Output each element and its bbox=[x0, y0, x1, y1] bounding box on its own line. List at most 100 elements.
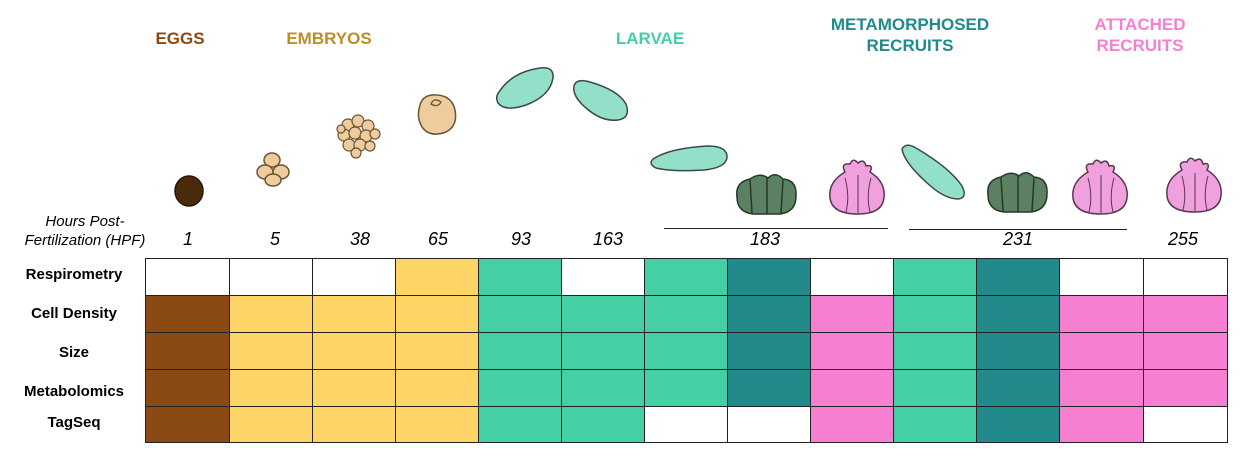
grid-cell bbox=[727, 406, 811, 443]
grid-cell bbox=[644, 258, 728, 296]
grid-cell bbox=[312, 295, 396, 333]
grid-cell bbox=[229, 295, 313, 333]
metamorphosed-recruit-icon bbox=[736, 174, 797, 215]
row-label-respirometry: Respirometry bbox=[25, 266, 123, 283]
hour-label: 255 bbox=[1167, 229, 1199, 249]
stage-label-attached-recruits: ATTACHED RECRUITS bbox=[1094, 15, 1186, 55]
grid-cell bbox=[727, 332, 811, 370]
grid-cell bbox=[810, 332, 894, 370]
hour-label: 183 bbox=[749, 229, 781, 249]
grid-cell bbox=[976, 332, 1060, 370]
hpf-axis-title: Hours Post- Fertilization (HPF) bbox=[24, 213, 146, 249]
grid-cell bbox=[312, 369, 396, 407]
grid-cell bbox=[312, 332, 396, 370]
grid-cell bbox=[312, 258, 396, 296]
grid-cell bbox=[976, 258, 1060, 296]
grid-cell bbox=[561, 258, 645, 296]
stage-label-eggs: EGGS bbox=[155, 29, 205, 48]
grid-cell bbox=[561, 295, 645, 333]
larva-icon bbox=[573, 79, 629, 121]
grid-cell bbox=[1059, 332, 1144, 370]
grid-cell bbox=[1059, 258, 1144, 296]
grid-cell bbox=[229, 369, 313, 407]
grid-cell bbox=[893, 369, 977, 407]
grid-cell bbox=[810, 295, 894, 333]
hour-label: 5 bbox=[269, 229, 280, 249]
grid-cell bbox=[1143, 295, 1228, 333]
grid-cell bbox=[561, 332, 645, 370]
row-label-size: Size bbox=[58, 344, 89, 361]
row-label-cell-density: Cell Density bbox=[31, 305, 117, 322]
embryo-gastrula-icon bbox=[417, 94, 457, 135]
grid-cell bbox=[644, 332, 728, 370]
grid-cell bbox=[976, 295, 1060, 333]
grid-cell bbox=[644, 295, 728, 333]
grid-cell bbox=[1059, 369, 1144, 407]
hour-label: 163 bbox=[592, 229, 624, 249]
grid-cell bbox=[893, 295, 977, 333]
grid-cell bbox=[312, 406, 396, 443]
stage-label-embryos: EMBRYOS bbox=[286, 29, 372, 48]
embryo-morula-icon bbox=[336, 114, 381, 159]
illustrations bbox=[174, 66, 1222, 215]
grid-cell bbox=[727, 369, 811, 407]
grid-cell bbox=[1143, 406, 1228, 443]
grid-cell bbox=[145, 295, 230, 333]
grid-cell bbox=[395, 332, 479, 370]
grid-cell bbox=[145, 258, 230, 296]
grid-cell bbox=[727, 258, 811, 296]
grid-cell bbox=[478, 406, 562, 443]
grid-cell bbox=[395, 258, 479, 296]
attached-recruit-icon bbox=[1072, 159, 1128, 215]
hour-label: 231 bbox=[1002, 229, 1034, 249]
grid-cell bbox=[395, 406, 479, 443]
grid-cell bbox=[810, 406, 894, 443]
larva-icon bbox=[495, 66, 554, 109]
grid-cell bbox=[1143, 369, 1228, 407]
grid-cell bbox=[893, 332, 977, 370]
metamorphosed-recruit-icon bbox=[987, 172, 1048, 213]
grid-cell bbox=[395, 295, 479, 333]
grid-cell bbox=[810, 258, 894, 296]
grid-cell bbox=[145, 406, 230, 443]
grid-cell bbox=[145, 332, 230, 370]
grid-cell bbox=[229, 332, 313, 370]
stage-label-larvae: LARVAE bbox=[615, 29, 685, 48]
grid-cell bbox=[145, 369, 230, 407]
grid-cell bbox=[893, 406, 977, 443]
hour-label: 93 bbox=[510, 229, 532, 249]
attached-recruit-icon bbox=[1166, 157, 1222, 213]
stage-label-metamorphosed-recruits: METAMORPHOSED RECRUITS bbox=[830, 15, 990, 55]
larva-icon bbox=[901, 144, 965, 200]
grid-cell bbox=[644, 406, 728, 443]
grid-cell bbox=[561, 369, 645, 407]
grid-cell bbox=[644, 369, 728, 407]
grid-cell bbox=[229, 406, 313, 443]
grid-cell bbox=[478, 295, 562, 333]
grid-cell bbox=[893, 258, 977, 296]
row-label-tagseq: TagSeq bbox=[47, 414, 101, 431]
timepoint-bracket-231 bbox=[909, 229, 1127, 230]
grid-cell bbox=[395, 369, 479, 407]
grid-cell bbox=[478, 369, 562, 407]
timepoint-bracket-183 bbox=[664, 228, 888, 229]
grid-cell bbox=[478, 258, 562, 296]
row-label-metabolomics: Metabolomics bbox=[23, 383, 125, 400]
grid-cell bbox=[727, 295, 811, 333]
grid-cell bbox=[1143, 258, 1228, 296]
hour-label: 65 bbox=[427, 229, 449, 249]
egg-icon bbox=[174, 175, 204, 207]
attached-recruit-icon bbox=[829, 159, 885, 215]
grid-cell bbox=[976, 369, 1060, 407]
embryo-cleavage-icon bbox=[256, 152, 290, 187]
larva-icon bbox=[650, 145, 728, 172]
hour-label: 38 bbox=[349, 229, 371, 249]
grid-cell bbox=[976, 406, 1060, 443]
grid-cell bbox=[561, 406, 645, 443]
grid-cell bbox=[1059, 406, 1144, 443]
grid-cell bbox=[478, 332, 562, 370]
grid-cell bbox=[1143, 332, 1228, 370]
grid-cell bbox=[229, 258, 313, 296]
grid-cell bbox=[810, 369, 894, 407]
grid-cell bbox=[1059, 295, 1144, 333]
